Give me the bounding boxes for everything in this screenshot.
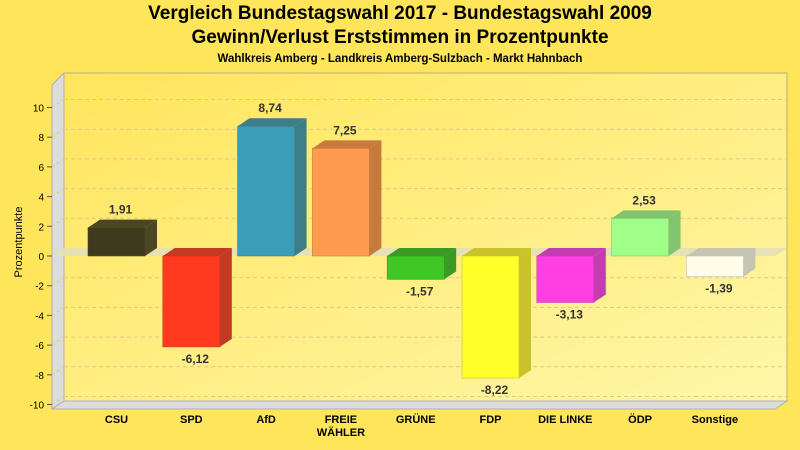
bar-ödp [611,210,681,257]
bar-side-face [444,248,457,280]
y-tick-label: -2 [35,282,44,293]
data-label: 7,25 [333,123,357,137]
data-label: 8,74 [258,101,282,115]
plot-floor [50,400,789,410]
bar-top-face [312,140,382,149]
y-tick-label: 8 [38,133,44,144]
bar-top-face [536,248,606,256]
bar-grüne [386,248,457,280]
bar-fdp [461,248,531,379]
bar-front-face [312,148,370,257]
bar-sonstige [686,248,756,277]
bar-side-face [519,248,531,379]
bar-side-face [668,210,681,256]
y-tick-label: -8 [35,371,44,382]
bar-csu [87,219,157,257]
x-tick-label: Sonstige [692,414,738,426]
y-tick-label: 4 [38,193,44,204]
bar-top-face [88,219,157,228]
data-label: 2,53 [632,193,656,207]
bar-side-face [743,248,756,277]
y-tick-label: -10 [30,401,45,412]
bar-side-face [219,248,232,347]
bar-afd [237,118,307,257]
y-tick-label: 2 [38,222,44,233]
bar-side-face [593,248,606,303]
y-tick-label: -6 [35,341,44,352]
bar-die-linke [536,248,606,303]
gridline-side [51,158,65,168]
bar-side-face [145,219,157,256]
y-axis-label: Prozentpunkte [13,207,25,278]
data-label: -6,12 [182,352,210,366]
bar-front-face [237,125,295,257]
data-label: -8,22 [481,383,509,397]
bar-top-face [611,210,681,219]
y-tick-label: 10 [33,104,45,115]
gridline-side [51,188,65,198]
y-tick-label: -4 [35,311,44,322]
gridline-side [51,336,65,346]
bar-top-face [686,248,756,256]
bar-front-face [386,255,445,280]
data-label: -3,13 [556,307,584,321]
gridline-side [51,128,65,138]
bar-top-face [162,248,232,256]
bar-top-face [462,248,531,256]
x-tick-label: FREIE [325,414,357,426]
bar-top-face [387,248,457,256]
gridline-side [51,366,65,376]
bar-top-face [237,118,307,127]
x-tick-label: CSU [105,414,128,426]
data-label: 1,91 [109,203,133,217]
y-tick-label: 6 [38,163,44,174]
gridline-side [51,306,65,316]
bar-side-face [294,118,307,256]
bar-front-face [162,255,221,348]
gridline-side [51,277,65,287]
x-tick-label: DIE LINKE [538,414,592,426]
bar-side-face [369,140,382,256]
bar-front-face [461,255,520,379]
plot-left-wall [51,71,65,410]
x-tick-label: ÖDP [628,413,652,426]
chart-title: Vergleich Bundestagswahl 2017 - Bundesta… [148,3,652,24]
gridline-side [51,99,65,108]
gridline-side [51,396,65,405]
x-tick-label: SPD [180,414,203,426]
bar-spd [162,248,232,348]
bar-front-face [611,218,669,257]
x-tick-label: AfD [256,414,276,426]
x-tick-label: WÄHLER [317,426,365,439]
y-tick-label: 0 [38,252,44,263]
bar-front-face [87,227,146,257]
chart-region-subtitle: Wahlkreis Amberg - Landkreis Amberg-Sulz… [217,53,583,65]
x-tick-label: GRÜNE [396,413,436,426]
data-label: -1,57 [406,284,434,298]
x-tick-label: FDP [480,414,502,426]
chart-subtitle: Gewinn/Verlust Erststimmen in Prozentpun… [191,27,609,48]
bar-freie-wähler [312,140,382,257]
bar-front-face [536,255,595,303]
bar-front-face [686,255,744,277]
data-label: -1,39 [705,282,733,296]
gridline-side [51,217,65,227]
